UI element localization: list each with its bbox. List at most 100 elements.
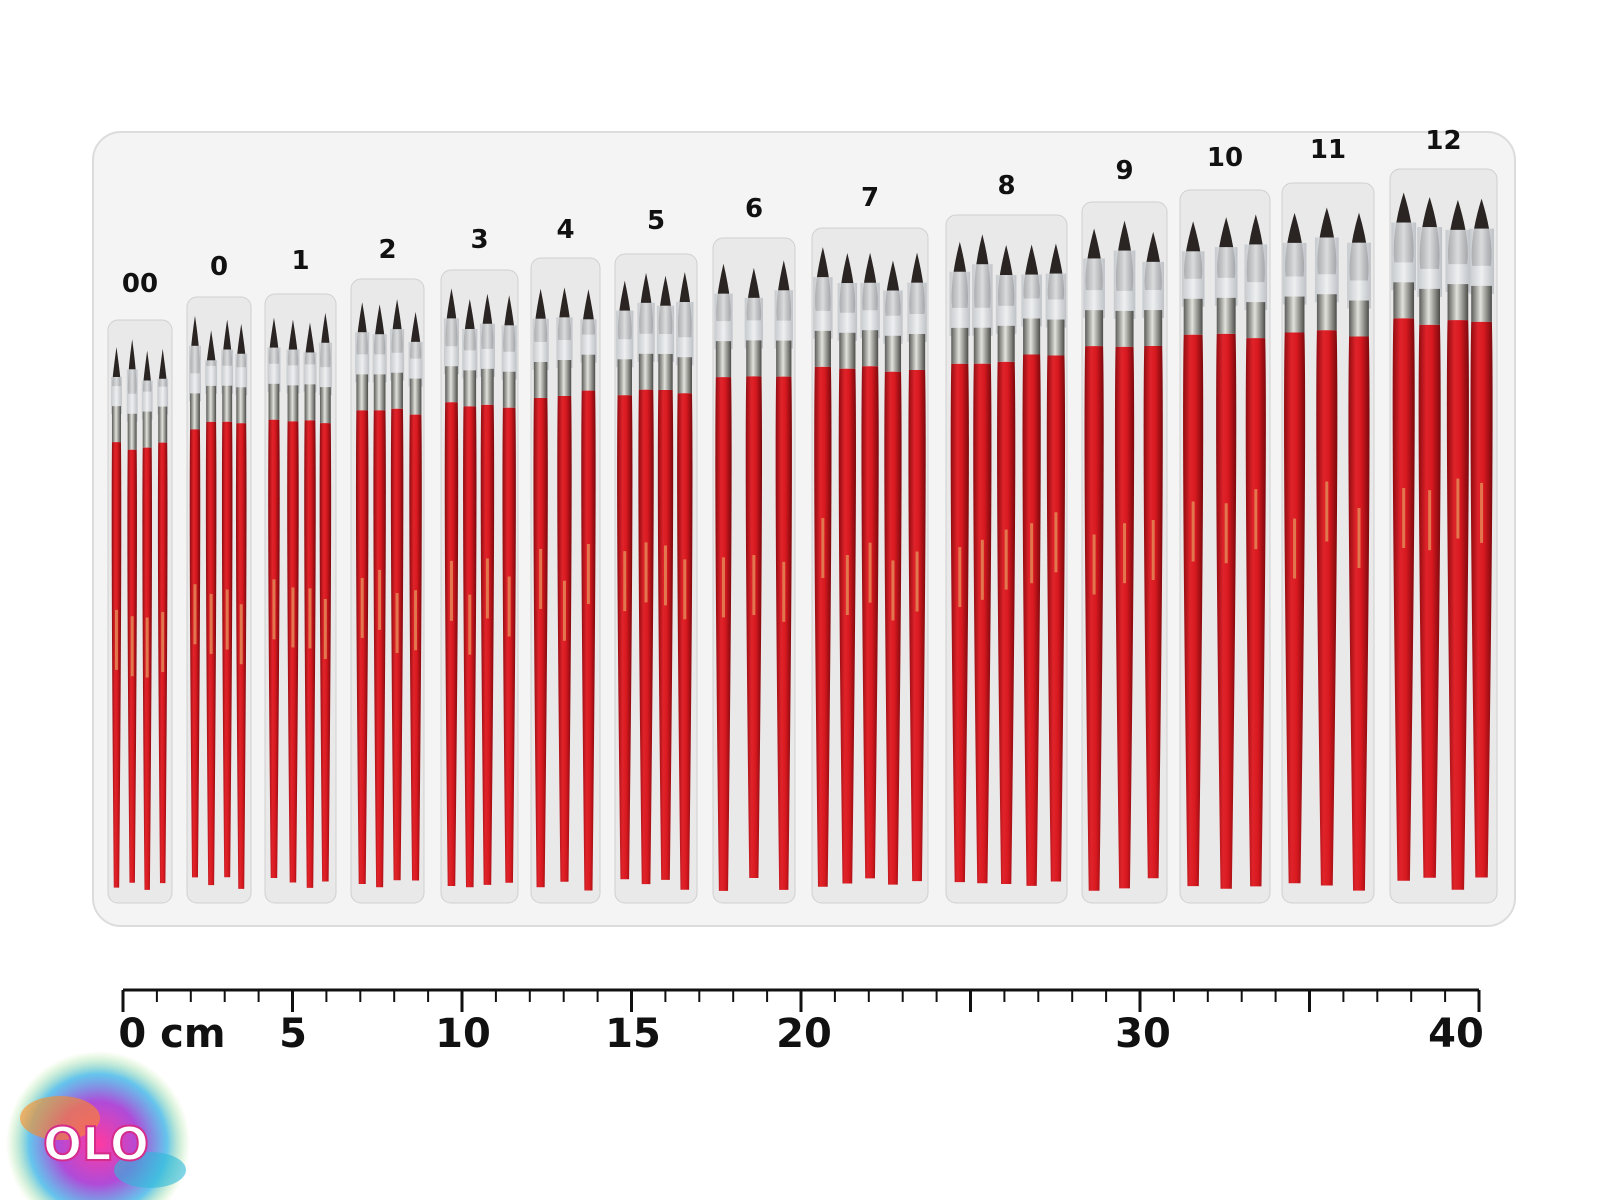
brush-print xyxy=(664,545,668,606)
brush-ferrule xyxy=(1144,310,1163,347)
brush-sleeve xyxy=(1314,237,1339,303)
brush-print xyxy=(1428,490,1432,551)
brush-print xyxy=(1480,482,1484,543)
tray-content: 000 1 2 3 4 5 6 7 8 9 10 11 12 xyxy=(107,126,1498,904)
brush-handle xyxy=(1284,332,1306,884)
brush-ferrule xyxy=(236,387,247,424)
brush-print xyxy=(1123,523,1127,584)
ruler: 0 cm 5 10 15 20 30 40 xyxy=(118,988,1484,1057)
brush-ferrule xyxy=(268,383,280,420)
brush-ferrule xyxy=(158,406,168,443)
brush-sleeve xyxy=(532,318,549,370)
brush-ferrule xyxy=(1085,310,1104,347)
brush-ferrule xyxy=(973,327,991,364)
brush-sleeve xyxy=(883,290,903,344)
brush-sleeve xyxy=(205,360,218,394)
brush-sleeve xyxy=(479,323,495,377)
brush-ferrule xyxy=(222,385,233,422)
brush-sleeve xyxy=(372,334,387,383)
brush-ferrule xyxy=(463,370,477,407)
brush-sleeve xyxy=(556,317,573,368)
brush-sleeve xyxy=(744,297,764,349)
brush-ferrule xyxy=(776,340,792,377)
brush-print xyxy=(1254,489,1258,550)
brush-ferrule xyxy=(373,374,386,411)
brush-ferrule xyxy=(533,361,548,398)
size-label: 4 xyxy=(556,215,574,245)
brush-tip xyxy=(112,346,121,387)
brush-print xyxy=(161,612,165,673)
brush-sleeve xyxy=(907,282,927,342)
brush-print xyxy=(891,560,895,621)
brush-handle xyxy=(1022,354,1041,886)
brush-print xyxy=(130,616,134,677)
brush-sleeve xyxy=(656,305,675,362)
brush-sleeve xyxy=(390,329,405,381)
brush-sleeve xyxy=(189,345,201,402)
brush-print xyxy=(845,555,849,616)
size-label: 3 xyxy=(470,225,488,255)
brush-print xyxy=(239,604,243,665)
brush-print xyxy=(360,577,364,638)
brush-handle xyxy=(581,390,596,891)
brush-print xyxy=(308,588,312,649)
brush-sleeve xyxy=(637,302,655,362)
size-label: 5 xyxy=(647,206,665,236)
brush-sleeve xyxy=(126,369,138,422)
brush-print xyxy=(414,590,418,651)
brush-ferrule xyxy=(1316,294,1337,331)
brush-sleeve xyxy=(774,290,793,349)
brush-sleeve xyxy=(462,328,478,379)
brush-ferrule xyxy=(142,411,152,448)
size-label: 9 xyxy=(1115,156,1133,186)
brush-print xyxy=(539,548,543,609)
brush-handle xyxy=(1183,334,1204,887)
brush-sleeve xyxy=(157,378,169,415)
brush-ferrule xyxy=(206,385,217,422)
brush-sleeve xyxy=(1445,229,1471,293)
size-label: 6 xyxy=(745,194,763,224)
brush-handle xyxy=(1046,355,1066,882)
brush-print xyxy=(782,561,786,622)
brush-sleeve xyxy=(1391,222,1417,291)
brush-print xyxy=(1151,520,1155,581)
brush-print xyxy=(1054,512,1058,573)
brush-print xyxy=(323,598,327,659)
brush-handle xyxy=(973,363,992,884)
brush-sleeve xyxy=(1347,242,1371,309)
brush-tip xyxy=(158,348,168,387)
brush-print xyxy=(644,542,648,603)
brush-handle xyxy=(533,397,548,888)
brush-sleeve xyxy=(1282,242,1307,305)
size-label: 10 xyxy=(1207,143,1243,173)
brush-print xyxy=(1224,503,1228,564)
brush-print xyxy=(868,542,872,603)
brush-sleeve xyxy=(972,264,993,336)
brush-ferrule xyxy=(287,385,299,422)
brush-sleeve xyxy=(1417,227,1443,297)
brush-print xyxy=(721,557,725,618)
brush-ferrule xyxy=(319,387,331,424)
brush-sleeve xyxy=(1113,250,1136,319)
brush-print xyxy=(980,539,984,600)
brush-sleeve xyxy=(303,352,317,393)
brush-print xyxy=(145,617,149,678)
brush-print xyxy=(378,569,382,630)
brush-ferrule xyxy=(746,340,762,377)
size-label: 8 xyxy=(997,171,1015,201)
brush-ferrule xyxy=(445,366,458,403)
compartment xyxy=(614,253,698,904)
brush-handle xyxy=(715,377,732,891)
brush-ferrule xyxy=(1349,300,1369,337)
brush-sleeve xyxy=(714,293,733,350)
brush-handle xyxy=(480,404,495,885)
brush-ferrule xyxy=(127,413,137,450)
brush-handle xyxy=(444,402,459,886)
brush-ferrule xyxy=(581,354,596,391)
brush-print xyxy=(468,594,472,655)
compartment xyxy=(264,293,337,904)
brush-sleeve xyxy=(141,380,153,420)
brush-print xyxy=(209,593,213,654)
